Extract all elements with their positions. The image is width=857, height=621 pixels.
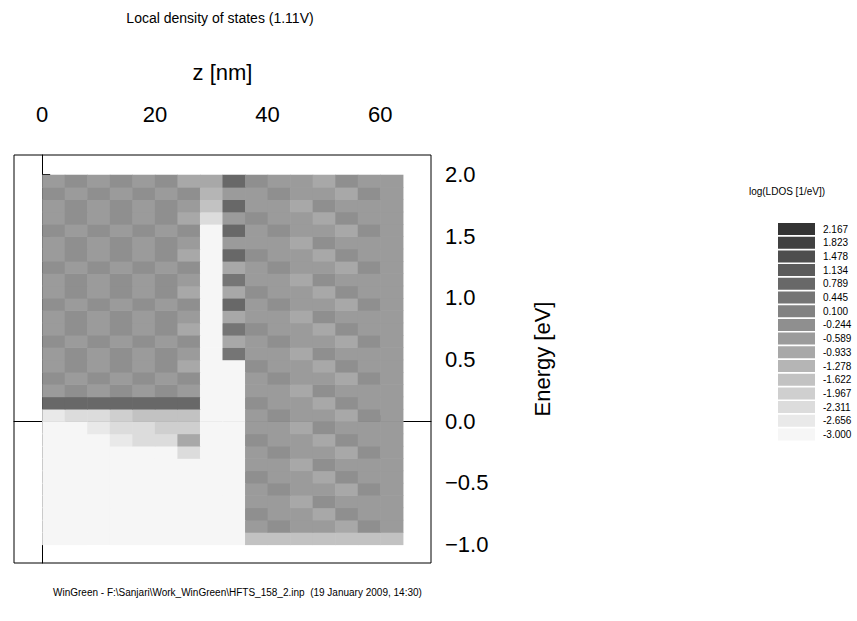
svg-text:−0.5: −0.5 [445, 470, 488, 495]
svg-text:-0.933: -0.933 [823, 347, 852, 358]
svg-text:20: 20 [143, 102, 167, 127]
svg-text:-1.278: -1.278 [823, 361, 852, 372]
svg-text:-1.967: -1.967 [823, 388, 852, 399]
svg-text:-1.622: -1.622 [823, 374, 852, 385]
svg-text:1.823: 1.823 [823, 237, 848, 248]
svg-text:Local density of states (1.11V: Local density of states (1.11V) [126, 10, 313, 26]
svg-text:1.5: 1.5 [445, 224, 476, 249]
svg-text:log(LDOS [1/eV]): log(LDOS [1/eV]) [749, 186, 825, 197]
svg-text:-2.656: -2.656 [823, 415, 852, 426]
svg-text:-0.244: -0.244 [823, 319, 852, 330]
svg-text:-2.311: -2.311 [823, 402, 851, 413]
svg-text:-0.589: -0.589 [823, 333, 852, 344]
svg-text:1.0: 1.0 [445, 285, 476, 310]
svg-text:40: 40 [255, 102, 279, 127]
svg-text:0.445: 0.445 [823, 292, 848, 303]
svg-text:0: 0 [36, 102, 48, 127]
svg-text:0.789: 0.789 [823, 278, 848, 289]
svg-text:0.100: 0.100 [823, 306, 848, 317]
svg-text:60: 60 [368, 102, 392, 127]
svg-text:0.0: 0.0 [445, 409, 476, 434]
svg-text:1.134: 1.134 [823, 265, 848, 276]
svg-text:−1.0: −1.0 [445, 532, 488, 557]
svg-text:z [nm]: z [nm] [193, 60, 253, 85]
svg-text:2.0: 2.0 [445, 162, 476, 187]
svg-text:0.5: 0.5 [445, 347, 476, 372]
svg-text:-3.000: -3.000 [823, 429, 852, 440]
svg-text:2.167: 2.167 [823, 224, 848, 235]
svg-text:1.478: 1.478 [823, 251, 848, 262]
svg-text:Energy [eV]: Energy [eV] [530, 302, 555, 417]
svg-text:WinGreen - F:\Sanjari\Work_Win: WinGreen - F:\Sanjari\Work_WinGreen\HFTS… [53, 587, 422, 598]
